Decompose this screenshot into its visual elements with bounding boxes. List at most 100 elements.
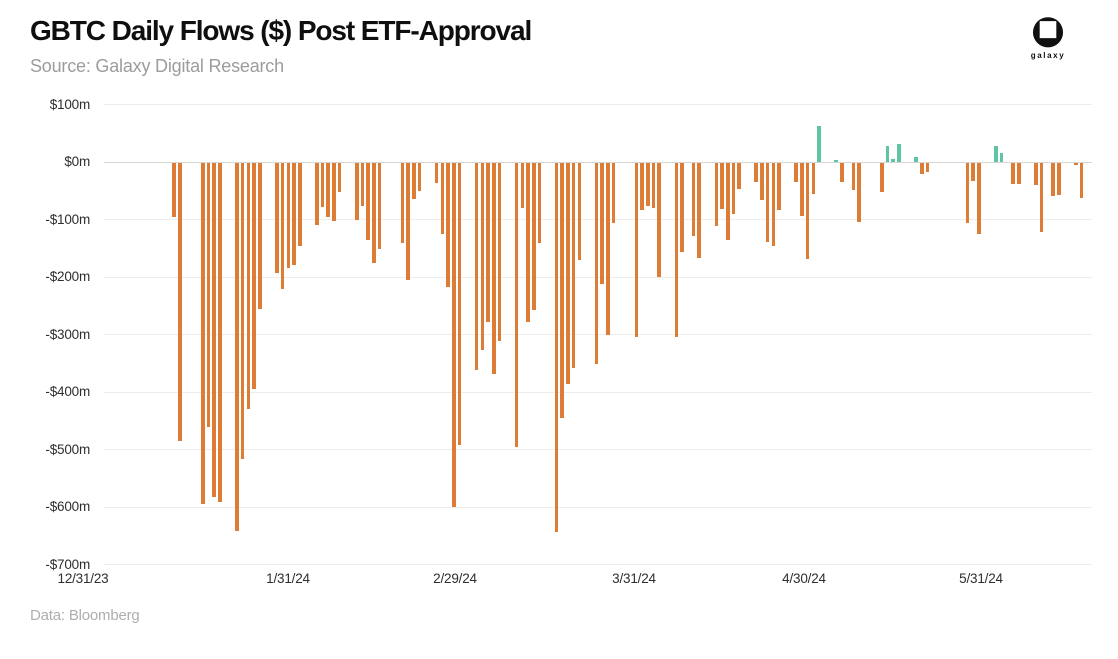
flow-bar — [491, 162, 496, 374]
flow-bar — [840, 162, 844, 183]
x-axis-tick-label: 5/31/24 — [959, 571, 1003, 586]
flow-bar — [971, 162, 975, 182]
flow-bar — [925, 162, 930, 173]
flow-bar — [634, 162, 639, 337]
flow-bar — [337, 162, 342, 193]
flow-bar — [1017, 162, 1021, 184]
flow-bar — [817, 125, 821, 162]
flow-bar — [914, 156, 918, 162]
chart-subtitle: Source: Galaxy Digital Research — [30, 56, 284, 76]
flow-bar — [674, 162, 679, 337]
y-axis-tick-label: -$400m — [45, 384, 90, 399]
flow-bar — [320, 162, 325, 208]
y-axis-tick-label: $100m — [49, 96, 90, 112]
flow-bar — [212, 162, 216, 498]
gridline — [104, 564, 1092, 565]
flow-bar — [178, 162, 182, 441]
y-axis-tick-label: -$100m — [45, 211, 90, 227]
gridline — [104, 449, 1092, 450]
flow-bar — [297, 162, 302, 246]
flow-bar — [1039, 162, 1044, 233]
y-axis-tick-label: -$200m — [45, 269, 90, 284]
flow-bar — [566, 162, 570, 385]
y-axis-tick-label: -$500m — [45, 441, 90, 457]
flow-bar — [434, 162, 439, 183]
y-axis-tick-label: -$600m — [45, 499, 90, 514]
flow-bar — [520, 162, 525, 208]
flow-bar — [651, 162, 656, 208]
flow-bar — [857, 162, 861, 222]
flow-bar — [292, 162, 296, 266]
flow-bar — [1074, 162, 1078, 166]
galaxy-logo: galaxy — [1026, 16, 1070, 60]
flow-bar — [360, 162, 365, 206]
flow-bar — [771, 162, 776, 247]
flow-bar — [1011, 162, 1015, 184]
flow-bar — [554, 162, 559, 533]
x-axis-tick-label: 3/31/24 — [612, 571, 656, 586]
flow-bar — [600, 162, 604, 285]
flow-bar — [800, 162, 804, 216]
gridline — [104, 104, 1092, 105]
flow-bar — [377, 162, 382, 249]
flow-bar — [885, 146, 890, 162]
flow-bar — [725, 162, 730, 240]
flow-bar — [577, 162, 582, 261]
chart-title: GBTC Daily Flows ($) Post ETF-Approval — [30, 15, 532, 46]
flow-bar — [794, 162, 799, 183]
gridline — [104, 506, 1092, 508]
flow-bar — [571, 162, 576, 369]
flow-bar — [611, 162, 616, 223]
flow-bar — [731, 162, 736, 215]
flow-bar — [697, 162, 701, 258]
gridline — [104, 391, 1092, 393]
flow-bar — [1079, 162, 1084, 199]
galaxy-logo-icon — [1032, 17, 1064, 48]
flow-bar — [452, 162, 456, 507]
flow-bar — [805, 162, 810, 259]
flow-bar — [1051, 162, 1055, 197]
flow-bar — [897, 144, 901, 162]
flow-bar — [1056, 162, 1061, 195]
flow-bar — [977, 162, 981, 234]
y-axis-tick-label: $0m — [64, 154, 90, 169]
data-credit: Data: Bloomberg — [30, 607, 140, 624]
flow-bar — [275, 162, 279, 273]
y-axis-tick-label: -$700m — [45, 556, 90, 572]
flow-bar — [480, 162, 485, 350]
flow-bar — [765, 162, 770, 242]
flow-bar — [919, 162, 924, 174]
flow-bar — [691, 162, 696, 237]
x-axis-tick-label: 2/29/24 — [433, 571, 477, 586]
flow-bar — [760, 162, 764, 200]
flow-bar — [777, 162, 781, 211]
flow-bar — [366, 162, 370, 241]
flow-bar — [606, 162, 610, 335]
flow-bar — [714, 162, 719, 226]
flow-bar — [594, 162, 599, 364]
flow-bar — [646, 162, 650, 207]
flow-bar — [400, 162, 405, 243]
flow-bar — [531, 162, 536, 311]
flow-bar — [200, 162, 205, 505]
flow-bar — [417, 162, 422, 192]
flow-bar — [286, 162, 291, 268]
flow-bar — [720, 162, 724, 209]
flow-bar — [834, 159, 838, 162]
flow-bar — [851, 162, 856, 190]
flow-bar — [457, 162, 462, 446]
y-axis-tick-label: -$300m — [45, 326, 90, 342]
x-axis-tick-label: 4/30/24 — [782, 571, 826, 586]
flow-bar — [474, 162, 479, 370]
flow-bar — [246, 162, 251, 410]
flow-bar — [218, 162, 222, 502]
x-axis-tick-label: 1/31/24 — [266, 571, 310, 586]
flow-bar — [406, 162, 410, 281]
flow-bar — [891, 159, 896, 162]
flow-bar — [526, 162, 530, 322]
flow-bar — [206, 162, 211, 427]
flow-bar — [486, 162, 490, 323]
zero-axis-line — [104, 161, 1092, 163]
